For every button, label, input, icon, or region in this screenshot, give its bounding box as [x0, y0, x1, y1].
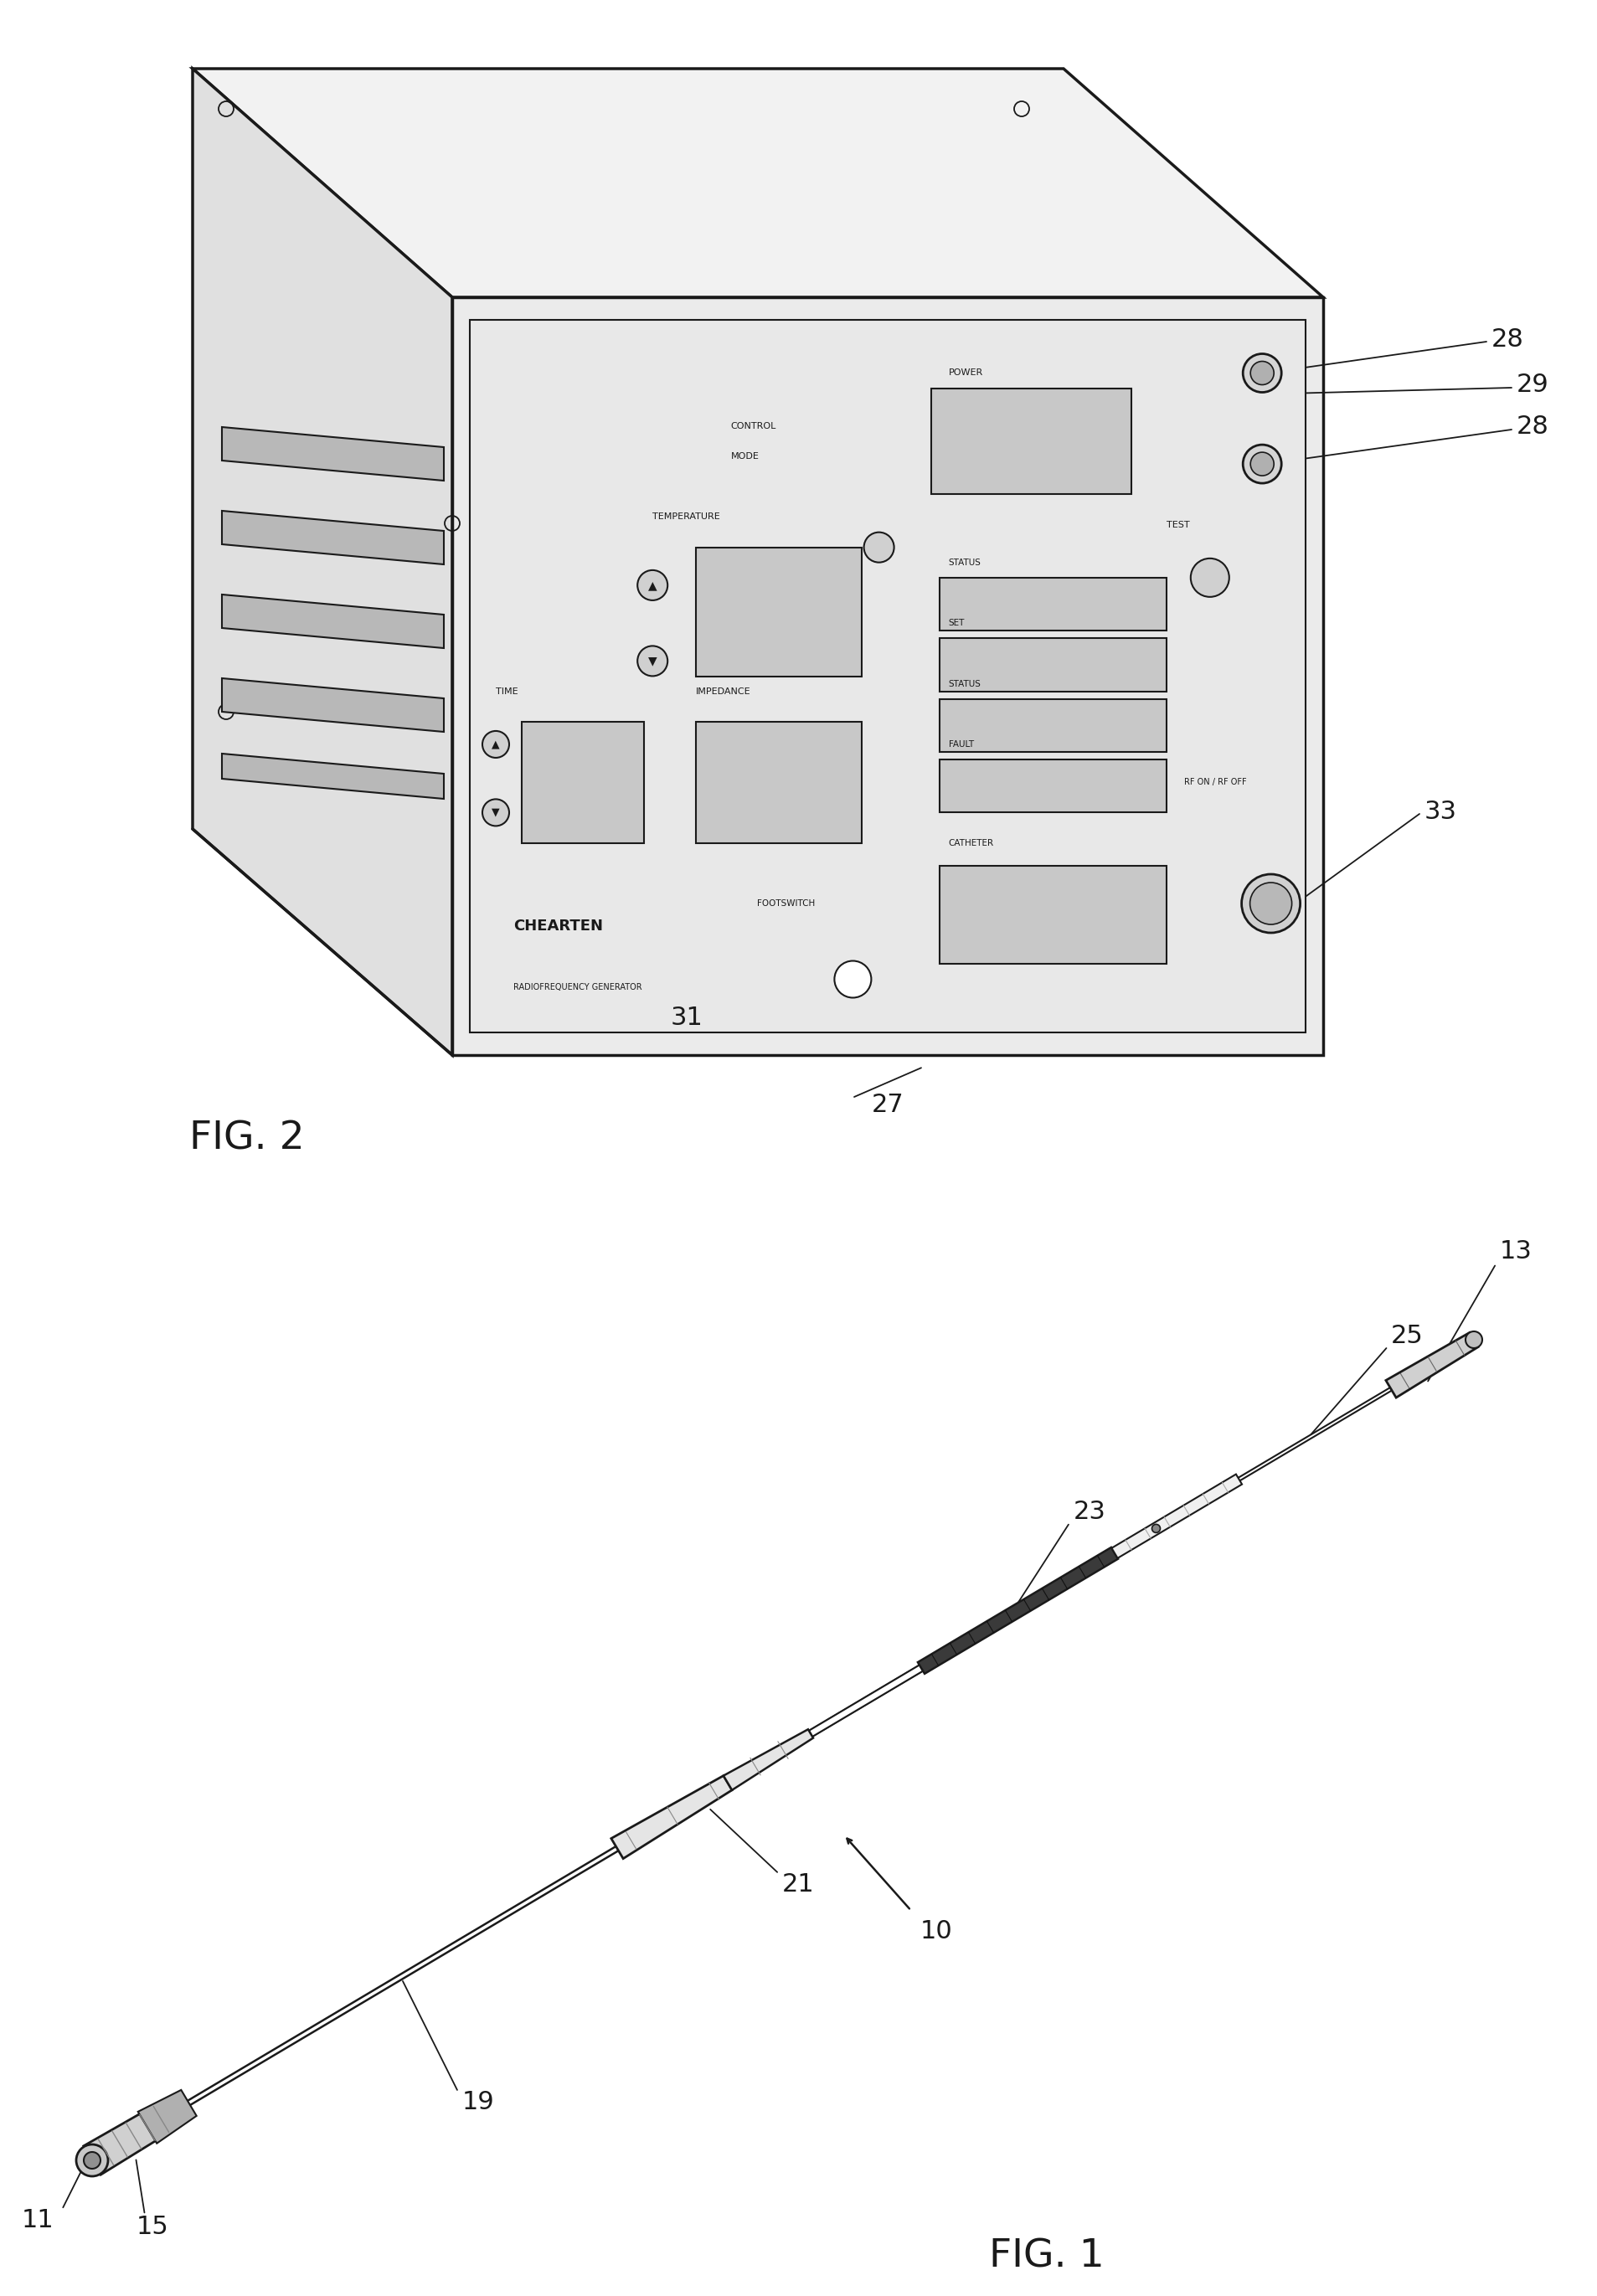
Circle shape [1242, 354, 1281, 393]
Polygon shape [941, 579, 1166, 631]
Text: TEMPERATURE: TEMPERATURE [653, 512, 720, 521]
Polygon shape [137, 2089, 196, 2144]
Text: 25: 25 [1391, 1322, 1423, 1348]
Polygon shape [1112, 1474, 1242, 1559]
Text: FIG. 1: FIG. 1 [989, 2239, 1105, 2275]
Text: TIME: TIME [495, 687, 517, 696]
Circle shape [1241, 875, 1300, 932]
Text: 10: 10 [920, 1919, 952, 1942]
Polygon shape [696, 721, 861, 843]
Circle shape [1466, 1332, 1482, 1348]
Polygon shape [931, 388, 1132, 494]
Polygon shape [470, 319, 1306, 1033]
Text: 31: 31 [671, 1006, 703, 1029]
Text: ▼: ▼ [648, 654, 656, 666]
Text: 33: 33 [1425, 799, 1456, 824]
Polygon shape [696, 546, 861, 675]
Text: RADIOFREQUENCY GENERATOR: RADIOFREQUENCY GENERATOR [513, 983, 642, 992]
Circle shape [637, 569, 668, 599]
Text: STATUS: STATUS [949, 680, 981, 689]
Text: CATHETER: CATHETER [949, 838, 993, 847]
Circle shape [83, 2151, 101, 2170]
Polygon shape [222, 677, 444, 732]
Circle shape [482, 799, 509, 827]
Text: ▲: ▲ [492, 739, 500, 751]
Text: CONTROL: CONTROL [731, 422, 776, 429]
Polygon shape [522, 721, 644, 843]
Circle shape [637, 645, 668, 675]
Polygon shape [222, 595, 444, 647]
Polygon shape [918, 1548, 1118, 1674]
Text: 11: 11 [22, 2209, 54, 2232]
Circle shape [864, 533, 894, 563]
Circle shape [77, 2144, 109, 2177]
Text: 28: 28 [1492, 326, 1524, 351]
Text: POWER: POWER [949, 370, 984, 377]
Text: IMPEDANCE: IMPEDANCE [696, 687, 751, 696]
Polygon shape [941, 698, 1166, 751]
Text: 27: 27 [872, 1093, 904, 1118]
Circle shape [1191, 558, 1230, 597]
Circle shape [834, 960, 872, 999]
Circle shape [1242, 445, 1281, 482]
Text: 15: 15 [137, 2216, 169, 2239]
Polygon shape [193, 69, 452, 1056]
Text: 29: 29 [1516, 372, 1549, 397]
Text: SET: SET [949, 620, 965, 627]
Text: 21: 21 [783, 1874, 814, 1896]
Circle shape [1250, 882, 1292, 925]
Text: 19: 19 [462, 2089, 495, 2115]
Text: FAULT: FAULT [949, 739, 974, 748]
Text: FIG. 2: FIG. 2 [190, 1120, 305, 1157]
Polygon shape [810, 1665, 923, 1736]
Text: TEST: TEST [1166, 521, 1190, 528]
Polygon shape [222, 510, 444, 565]
Text: CHEARTEN: CHEARTEN [513, 918, 602, 934]
Text: 13: 13 [1500, 1240, 1532, 1263]
Text: STATUS: STATUS [949, 558, 981, 567]
Polygon shape [941, 760, 1166, 813]
Circle shape [1250, 452, 1274, 475]
Text: ▼: ▼ [492, 808, 500, 817]
Polygon shape [1386, 1332, 1479, 1398]
Text: FOOTSWITCH: FOOTSWITCH [757, 900, 814, 907]
Text: RF ON / RF OFF: RF ON / RF OFF [1183, 778, 1246, 788]
Polygon shape [612, 1775, 731, 1857]
Polygon shape [941, 866, 1166, 964]
Text: ▲: ▲ [648, 579, 656, 590]
Text: 23: 23 [1073, 1499, 1105, 1525]
Polygon shape [452, 296, 1324, 1056]
Circle shape [482, 730, 509, 758]
Circle shape [1250, 360, 1274, 386]
Polygon shape [83, 2099, 182, 2174]
Circle shape [1151, 1525, 1161, 1534]
Text: 28: 28 [1516, 416, 1549, 439]
Polygon shape [222, 427, 444, 480]
Text: MODE: MODE [731, 452, 759, 461]
Polygon shape [222, 753, 444, 799]
Polygon shape [941, 638, 1166, 691]
Polygon shape [723, 1729, 813, 1791]
Polygon shape [193, 69, 1324, 296]
